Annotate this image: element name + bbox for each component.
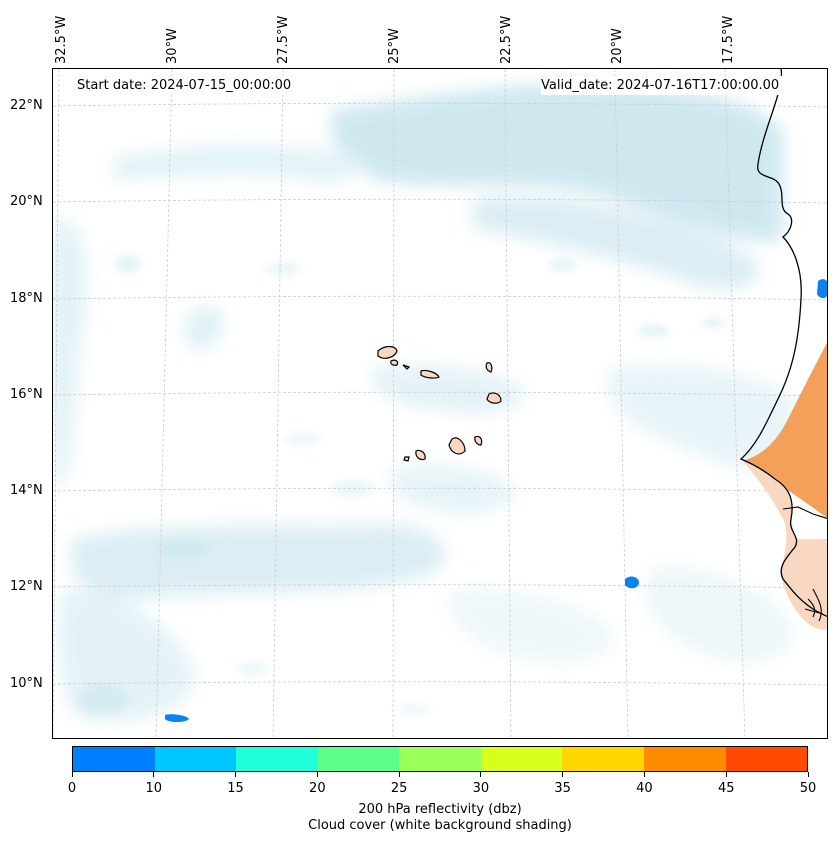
colorbar-tick-mark	[71, 772, 73, 777]
colorbar-tick-label: 20	[309, 781, 326, 796]
colorbar-tick-label: 30	[472, 781, 490, 796]
africa-coastline	[739, 69, 827, 617]
colorbar-swatch-7	[643, 747, 726, 771]
lon-label-25w: 25°W	[387, 28, 402, 64]
colorbar-tick-label: 50	[799, 781, 817, 796]
colorbar-tick-mark	[643, 772, 645, 777]
colorbar-tick-mark	[398, 772, 400, 777]
colorbar-tick-mark	[807, 772, 809, 777]
colorbar-swatch-1	[154, 747, 237, 771]
colorbar	[72, 746, 808, 772]
graticule	[53, 69, 827, 738]
guinea-bissau-coast	[804, 588, 824, 622]
lat-label-10n: 10°N	[10, 676, 43, 691]
lat-label-18n: 18°N	[10, 291, 43, 306]
colorbar-tick-label: 0	[67, 781, 77, 796]
colorbar-tick-mark	[316, 772, 318, 777]
lon-label-32-5w: 32.5°W	[54, 15, 69, 64]
colorbar-tick-mark	[235, 772, 237, 777]
lat-label-12n: 12°N	[10, 579, 43, 594]
africa-coast-land-south	[743, 461, 827, 630]
africa-coast-land-north	[743, 69, 827, 518]
lon-label-27-5w: 27.5°W	[276, 15, 291, 64]
colorbar-tick-label: 15	[227, 781, 244, 796]
colorbar-swatch-8	[725, 747, 808, 771]
colorbar-label-cloud-cover: Cloud cover (white background shading)	[308, 818, 572, 833]
lon-label-20w: 20°W	[610, 28, 625, 64]
colorbar-tick-mark	[153, 772, 155, 777]
colorbar-swatch-0	[73, 747, 155, 771]
colorbar-tick-label: 40	[636, 781, 653, 796]
colorbar-label-reflectivity: 200 hPa reflectivity (dbz)	[358, 802, 522, 817]
map-panel[interactable]	[52, 68, 828, 739]
reflectivity-echoes	[165, 279, 827, 722]
gambia-senegal-border	[782, 506, 827, 519]
cloud-cover-patches	[77, 256, 725, 715]
map-canvas	[53, 69, 827, 738]
lon-label-30w: 30°W	[165, 28, 180, 64]
colorbar-swatch-3	[317, 747, 400, 771]
lat-label-22n: 22°N	[10, 98, 43, 113]
lat-label-16n: 16°N	[10, 387, 43, 402]
colorbar-tick-label: 25	[390, 781, 408, 796]
cloud-cover-shading	[53, 83, 793, 722]
colorbar-swatch-5	[480, 747, 563, 771]
start-date-label: Start date: 2024-07-15_00:00:00	[77, 76, 292, 95]
lon-label-17-5w: 17.5°W	[721, 15, 736, 64]
colorbar-tick-label: 10	[145, 781, 163, 796]
colorbar-tick-label: 45	[717, 781, 735, 796]
colorbar-swatch-4	[399, 747, 481, 771]
colorbar-tick-mark	[725, 772, 727, 777]
lat-label-20n: 20°N	[10, 194, 43, 209]
colorbar-swatch-6	[562, 747, 644, 771]
colorbar-swatch-2	[236, 747, 318, 771]
lat-label-14n: 14°N	[10, 483, 43, 498]
colorbar-tick-label: 35	[554, 781, 571, 796]
lon-label-22-5w: 22.5°W	[499, 15, 514, 64]
colorbar-tick-mark	[480, 772, 482, 777]
valid-date-label: Valid_date: 2024-07-16T17:00:00.00	[541, 76, 786, 95]
colorbar-tick-mark	[562, 772, 564, 777]
cape-verde-islands	[377, 345, 502, 462]
